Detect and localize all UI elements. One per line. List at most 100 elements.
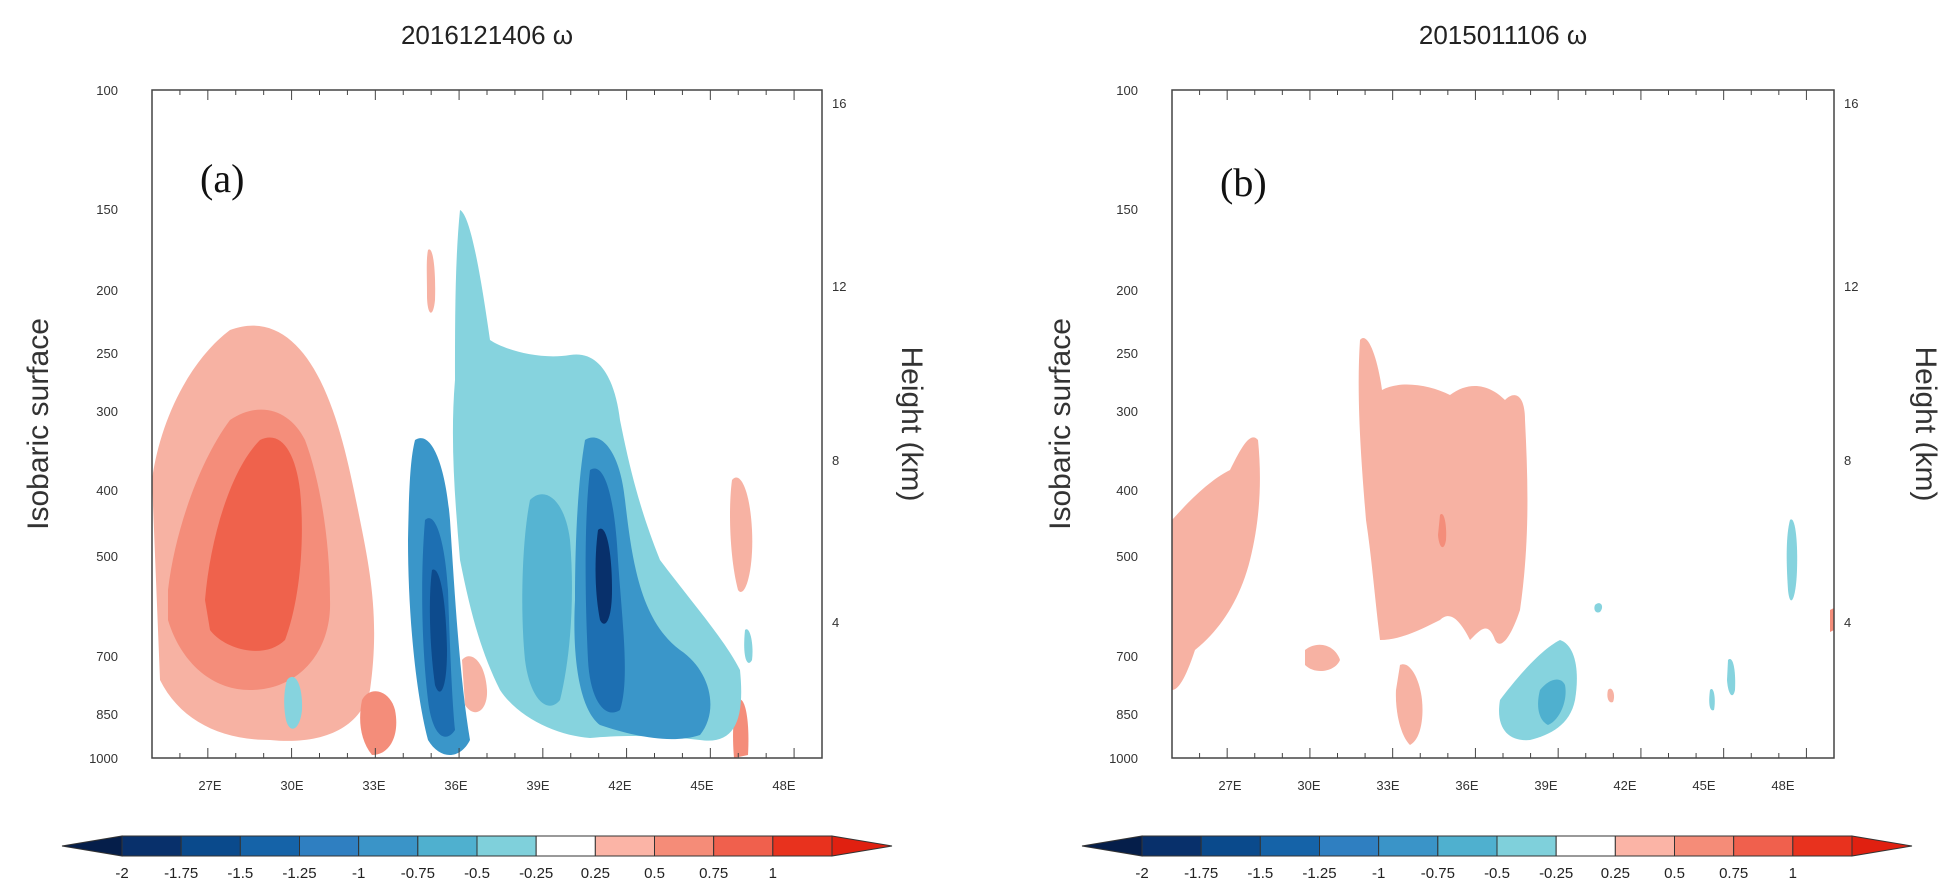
colorbar-swatch [1555,835,1616,857]
panel-a-y2-tick: 4 [832,615,839,630]
panel-a-y2-ticks: 4 8 12 16 [832,96,846,630]
colorbar-swatch [1733,835,1794,857]
panel-a-x-tick: 27E [198,778,221,793]
colorbar-swatch [180,835,241,857]
panel-b-region-neg-small2 [1709,689,1715,711]
colorbar-swatch [1674,835,1735,857]
panel-a-x-tick: 48E [772,778,795,793]
panel-a-region-pos-thin [426,249,436,313]
panel-a-y2-tick: 12 [832,279,846,294]
panel-a-y-tick: 200 [96,283,118,298]
colorbar-a: -2 -1.75 -1.5 -1.25 -1 -0.75 -0.5 -0.25 0.25 0.5 0… [61,835,893,882]
panel-b-region-neg-dark [1538,679,1566,725]
panel-a-y-tick: 100 [96,83,118,98]
panel-a-region-pos-small2 [462,656,488,713]
panel-b-y2-ticks: 4 8 12 16 [1844,96,1858,630]
panel-a-x-tick: 33E [362,778,385,793]
colorbar-label: -2 [1135,865,1148,882]
panel-a-y-tick: 700 [96,649,118,664]
panel-a-y2label: Height (km) [895,346,928,501]
panel-a-region-pos-right [730,477,753,592]
panel-a-region-neg-small2 [744,629,753,663]
colorbar-swatch [713,835,774,857]
panel-b-y2-tick: 8 [1844,453,1851,468]
panel-a-region-neg-200-mid [595,528,612,624]
panel-b-title: 2015011106 ω [1419,20,1587,50]
panel-b-y-tick: 300 [1116,404,1138,419]
panel-a-x-tick: 39E [526,778,549,793]
panel-b-region-pos-dark [1438,514,1447,548]
colorbar-b: -2 -1.75 -1.5 -1.25 -1 -0.75 -0.5 -0.25 0.25 0.5 0… [1081,835,1913,882]
panel-a: 2016121406 ω [22,20,928,793]
panel-a-y-tick: 500 [96,549,118,564]
panel-a-contours [152,210,753,758]
panel-a-x-tick: 30E [280,778,303,793]
colorbar-label: -1.5 [1247,865,1273,882]
panel-b-y-tick: 500 [1116,549,1138,564]
panel-a-ylabel: Isobaric surface [22,318,55,530]
panel-b-x-tick: 45E [1692,778,1715,793]
colorbar-label: 0.5 [644,865,665,882]
panel-b-x-tick: 27E [1218,778,1241,793]
panel-b-x-ticks: 27E 30E 33E 36E 39E 42E 45E 48E [1218,778,1794,793]
colorbar-swatch [1792,835,1853,857]
colorbar-above-arrow [831,835,893,857]
panel-a-y-tick: 850 [96,707,118,722]
colorbar-swatch [1614,835,1676,857]
colorbar-label: -2 [115,865,128,882]
panel-b-region-pos-central [1358,338,1528,644]
colorbar-label: -1.5 [227,865,253,882]
panel-b-x-tick: 39E [1534,778,1557,793]
colorbar-label: 0.5 [1664,865,1685,882]
colorbar-swatch [121,835,182,857]
panel-a-ticks [151,90,823,758]
colorbar-swatch [654,835,715,857]
colorbar-label: -0.25 [1539,865,1573,882]
panel-b-region-neg-dots [1594,603,1603,613]
panel-b: 2015011106 ω 100 150 200 250 300 400 50 [1044,20,1942,793]
panel-b-y2-tick: 16 [1844,96,1858,111]
colorbar-swatch [358,835,419,857]
panel-b-x-tick: 30E [1297,778,1320,793]
panel-b-y-tick: 150 [1116,202,1138,217]
panel-b-x-tick: 48E [1771,778,1794,793]
colorbar-label: 1 [1789,865,1797,882]
panel-b-y-ticks: 100 150 200 250 300 400 500 700 850 1000 [1109,83,1138,766]
panel-a-region-neg-150-left [429,569,447,692]
panel-a-region-pos-small [360,691,397,755]
panel-b-y2-tick: 4 [1844,615,1851,630]
panel-a-x-tick: 45E [690,778,713,793]
panel-a-title: 2016121406 ω [401,20,573,50]
panel-a-y-ticks: 100 150 200 250 300 400 500 700 850 1000 [89,83,118,766]
colorbar-swatch [535,835,596,857]
panel-b-y-tick: 400 [1116,483,1138,498]
panel-a-y-tick: 300 [96,404,118,419]
panel-b-region-neg-small [1727,659,1736,696]
colorbar-label: -0.75 [1421,865,1455,882]
colorbar-below-arrow [1081,835,1143,857]
panel-b-y2-tick: 12 [1844,279,1858,294]
panel-a-y-tick: 1000 [89,751,118,766]
colorbar-label: -0.5 [1484,865,1510,882]
panel-a-y2-tick: 8 [832,453,839,468]
colorbar-label: -0.25 [519,865,553,882]
colorbar-swatch [772,835,833,857]
colorbar-swatch [1319,835,1380,857]
panel-b-y-tick: 100 [1116,83,1138,98]
panel-b-y-tick: 850 [1116,707,1138,722]
colorbar-label: 0.25 [1601,865,1630,882]
colorbar-swatch [1437,835,1498,857]
colorbar-swatch [1200,835,1261,857]
panel-b-tag: (b) [1220,160,1267,205]
panel-a-x-tick: 36E [444,778,467,793]
panel-b-region-pos-edge [1830,608,1834,632]
colorbar-swatch [1496,835,1557,857]
colorbar-label: -0.75 [401,865,435,882]
colorbar-below-arrow [61,835,123,857]
panel-a-y-tick: 150 [96,202,118,217]
colorbar-label: 1 [769,865,777,882]
panel-b-y2label: Height (km) [1909,346,1942,501]
panel-a-x-tick: 42E [608,778,631,793]
colorbar-label: 0.25 [581,865,610,882]
panel-a-x-ticks: 27E 30E 33E 36E 39E 42E 45E 48E [198,778,795,793]
